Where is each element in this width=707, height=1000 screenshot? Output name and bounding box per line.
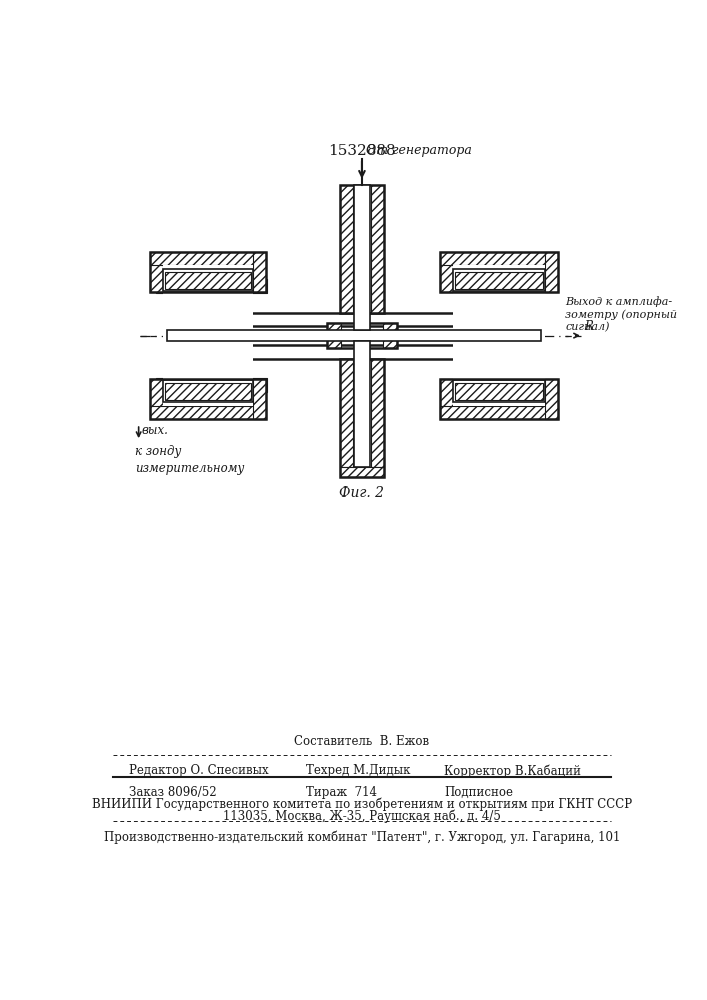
- Bar: [545, 379, 558, 419]
- Bar: [340, 359, 353, 466]
- Bar: [533, 309, 541, 363]
- Bar: [150, 406, 266, 419]
- Bar: [327, 323, 397, 348]
- Bar: [163, 269, 253, 291]
- Text: Выход к амплифа-
зометру (опорный
сигнал): Выход к амплифа- зометру (опорный сигнал…: [565, 296, 677, 333]
- Bar: [150, 379, 266, 391]
- Bar: [156, 279, 267, 293]
- Text: ВНИИПИ Государственного комитета по изобретениям и открытиям при ГКНТ СССР: ВНИИПИ Государственного комитета по изоб…: [92, 798, 632, 811]
- Bar: [452, 380, 545, 402]
- Text: Фиг. 2: Фиг. 2: [339, 486, 385, 500]
- Text: Заказ 8096/52: Заказ 8096/52: [129, 786, 216, 799]
- Text: Техред М.Дидык: Техред М.Дидык: [305, 764, 410, 777]
- Bar: [150, 252, 266, 292]
- Bar: [371, 359, 383, 466]
- Bar: [150, 252, 266, 265]
- Text: Составитель  В. Ежов: Составитель В. Ежов: [294, 735, 430, 748]
- Text: От генератора: От генератора: [366, 144, 472, 157]
- Text: 113035, Москва, Ж-35, Раушская наб., д. 4/5: 113035, Москва, Ж-35, Раушская наб., д. …: [223, 809, 501, 823]
- Text: Подписное: Подписное: [444, 786, 513, 799]
- Bar: [253, 252, 266, 292]
- Text: Производственно-издательский комбинат "Патент", г. Ужгород, ул. Гагарина, 101: Производственно-издательский комбинат "П…: [104, 831, 620, 844]
- Bar: [253, 379, 266, 419]
- Bar: [340, 466, 383, 477]
- Bar: [340, 359, 383, 477]
- Bar: [545, 252, 558, 292]
- Bar: [382, 323, 397, 348]
- Bar: [440, 280, 558, 292]
- Bar: [175, 312, 533, 326]
- Bar: [440, 252, 452, 292]
- Bar: [150, 379, 163, 419]
- Bar: [371, 185, 383, 312]
- Bar: [167, 330, 541, 341]
- Bar: [455, 383, 543, 400]
- Bar: [150, 252, 163, 292]
- Bar: [165, 272, 251, 289]
- Bar: [455, 272, 543, 289]
- Bar: [452, 265, 545, 406]
- Bar: [354, 341, 370, 466]
- Text: Тираж  714: Тираж 714: [305, 786, 377, 799]
- Bar: [440, 252, 558, 292]
- Text: 1532888: 1532888: [328, 144, 396, 158]
- Bar: [340, 185, 383, 312]
- Bar: [440, 379, 452, 419]
- Bar: [156, 378, 267, 392]
- Bar: [167, 309, 175, 363]
- Text: Корректор В.Кабаций: Корректор В.Кабаций: [444, 764, 581, 778]
- Bar: [163, 380, 253, 402]
- Bar: [150, 280, 266, 292]
- Bar: [165, 383, 251, 400]
- Text: к зонду
измерительному: к зонду измерительному: [135, 445, 244, 475]
- Bar: [440, 406, 558, 419]
- Bar: [327, 323, 341, 348]
- Text: вых.: вых.: [141, 424, 168, 437]
- Bar: [452, 269, 545, 291]
- Text: R: R: [585, 320, 593, 333]
- Bar: [150, 379, 266, 419]
- Bar: [440, 379, 558, 419]
- Text: Редактор О. Спесивых: Редактор О. Спесивых: [129, 764, 268, 777]
- Bar: [440, 379, 558, 391]
- Bar: [354, 185, 370, 330]
- Bar: [340, 185, 353, 312]
- Bar: [175, 345, 533, 359]
- Bar: [440, 252, 558, 265]
- Bar: [163, 265, 253, 406]
